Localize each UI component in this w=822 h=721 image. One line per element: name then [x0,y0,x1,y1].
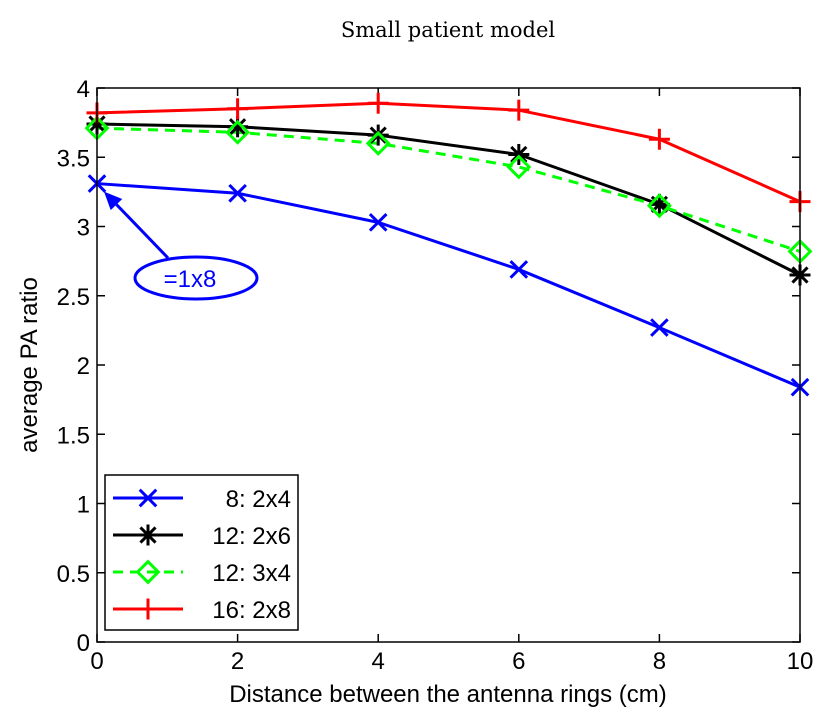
legend-label: 12: 2x6 [212,523,291,550]
x-axis-label: Distance between the antenna rings (cm) [229,681,667,708]
data-point [135,559,161,585]
data-point [646,193,672,219]
series-lines [96,101,801,389]
data-point [508,99,530,121]
data-point [509,260,529,279]
annotation-ellipse [133,255,259,301]
annotation-arrow-head [104,191,123,211]
y-tick-label: 0.5 [57,561,90,588]
y-tick-label: 0 [77,630,90,657]
y-tick-label: 4 [77,76,90,103]
x-tick-label: 0 [90,648,103,675]
y-tick-label: 3 [77,215,90,242]
series-line [96,122,801,277]
x-tick-label: 6 [512,648,525,675]
data-point [650,318,669,337]
legend: 8: 2x4 12: 2x6 12: 3x4 16: 2x8 [104,474,299,631]
data-point [506,154,532,180]
x-tick-label: 4 [372,648,385,675]
legend-label: 16: 2x8 [212,597,291,624]
data-point [648,128,670,150]
legend-item: 12: 2x6 [113,523,291,550]
annotation-text: =1x8 [164,266,217,293]
data-point [365,130,391,156]
plot-frame [96,87,801,643]
legend-label: 8: 2x4 [226,486,291,513]
series-line [96,101,801,203]
legend-item: 12: 3x4 [113,559,291,587]
data-point [227,98,249,120]
legend-label: 12: 3x4 [212,560,291,587]
y-tick-label: 1 [77,492,90,519]
legend-box [104,474,299,631]
y-tick-label: 2.5 [57,284,90,311]
y-tick-label: 1.5 [57,422,90,449]
x-tick-label: 8 [653,648,666,675]
data-point [368,213,388,232]
y-tick-label: 2 [77,353,90,380]
data-point [137,598,159,620]
data-point [228,183,247,203]
legend-item: 8: 2x4 [113,486,291,513]
y-tick-label: 3.5 [57,145,90,172]
x-tick-label: 2 [231,648,244,675]
data-point [225,119,251,145]
y-axis-label: average PA ratio [16,277,43,453]
data-point [367,92,389,114]
data-point [138,488,158,508]
annotation-arrow [115,203,170,260]
annotation: =1x8 [104,191,259,301]
data-point [137,524,159,546]
x-tick-label: 10 [787,648,814,675]
chart-title: Small patient model [341,18,556,42]
series-line [96,182,801,389]
legend-item: 16: 2x8 [113,597,291,624]
